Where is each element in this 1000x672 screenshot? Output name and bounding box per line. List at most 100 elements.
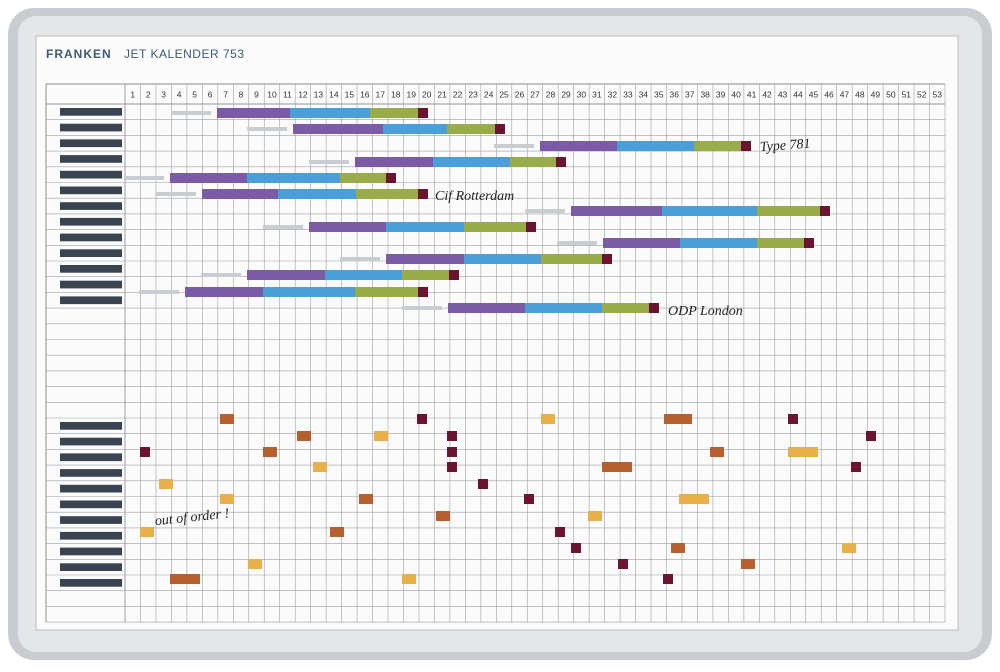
plan-bar-segment: [571, 206, 662, 216]
magnet: [664, 414, 692, 424]
week-number: 9: [254, 89, 259, 99]
magnet: [524, 494, 534, 504]
row-label-strip: [60, 139, 122, 148]
row-label-strip: [60, 108, 122, 116]
week-number: 17: [376, 89, 386, 99]
plan-bar-segment: [386, 254, 464, 264]
row-label-strip: [60, 422, 122, 430]
week-number: 28: [546, 89, 556, 99]
plan-bar-segment: [293, 124, 383, 134]
magnet: [588, 511, 602, 521]
week-number: 34: [639, 89, 649, 99]
magnet: [263, 447, 277, 457]
handwritten-note: ODP London: [668, 304, 743, 319]
plan-bar-segment: [202, 189, 278, 199]
row-label-strip: [60, 500, 122, 509]
plan-bar-segment: [602, 303, 649, 313]
row-label-strip: [60, 217, 122, 226]
week-number: 10: [267, 89, 277, 99]
week-number: 51: [902, 89, 912, 99]
plan-bar-segment: [290, 108, 370, 118]
plan-bar-end: [418, 108, 428, 118]
week-number: 43: [778, 89, 788, 99]
week-number: 41: [747, 89, 757, 99]
week-number: 16: [360, 89, 370, 99]
plan-bar-segment: [447, 124, 495, 134]
week-number: 49: [871, 89, 881, 99]
week-number: 45: [809, 89, 819, 99]
board-surface: [35, 35, 959, 631]
plan-bar-tag: [402, 306, 442, 310]
plan-bar-segment: [603, 238, 680, 248]
magnet: [374, 431, 388, 441]
week-number: 26: [515, 89, 525, 99]
row-label-strip: [60, 155, 122, 163]
plan-bar-segment: [617, 141, 694, 151]
magnet: [220, 494, 234, 504]
week-number: 2: [146, 89, 151, 99]
plan-bar-end: [556, 157, 566, 167]
week-number: 5: [192, 89, 197, 99]
plan-bar-segment: [247, 173, 340, 183]
magnet: [297, 431, 311, 441]
plan-bar-segment: [263, 287, 355, 297]
magnet: [359, 494, 373, 504]
plan-bar-segment: [525, 303, 602, 313]
week-number: 6: [208, 89, 213, 99]
week-number: 44: [793, 89, 803, 99]
week-number: 36: [670, 89, 680, 99]
plan-bar-end: [602, 254, 612, 264]
row-label-strip: [60, 170, 122, 179]
magnet: [170, 574, 200, 584]
title: JET KALENDER 753: [124, 47, 245, 61]
magnet: [330, 527, 344, 537]
week-number: 11: [283, 89, 292, 99]
magnet: [402, 574, 416, 584]
magnet: [447, 462, 457, 472]
week-number: 52: [917, 89, 927, 99]
magnet: [679, 494, 709, 504]
week-number: 19: [406, 89, 416, 99]
week-number: 30: [577, 89, 587, 99]
magnet: [313, 462, 327, 472]
magnet: [842, 543, 856, 553]
week-number: 12: [298, 89, 308, 99]
week-number: 18: [391, 89, 401, 99]
plan-bar-end: [741, 141, 751, 151]
row-label-strip: [60, 202, 122, 210]
row-label-strip: [60, 547, 122, 556]
row-label-strip: [60, 123, 122, 132]
week-number: 3: [161, 89, 166, 99]
plan-bar-segment: [309, 222, 386, 232]
plan-bar-tag: [494, 144, 534, 148]
magnet: [618, 559, 628, 569]
plan-bar-segment: [170, 173, 247, 183]
week-number: 46: [824, 89, 834, 99]
plan-bar-segment: [383, 124, 447, 134]
plan-bar-tag: [124, 176, 164, 180]
plan-bar-tag: [309, 160, 349, 164]
row-label-strip: [60, 484, 122, 493]
magnet: [541, 414, 555, 424]
week-number: 7: [223, 89, 228, 99]
row-label-strip: [60, 186, 122, 195]
week-number: 29: [561, 89, 571, 99]
plan-bar-segment: [540, 141, 617, 151]
magnet: [159, 479, 173, 489]
magnet: [710, 447, 724, 457]
magnet: [140, 527, 154, 537]
magnet: [788, 414, 798, 424]
row-label-strip: [60, 265, 122, 273]
week-number: 15: [345, 89, 355, 99]
week-number: 47: [840, 89, 850, 99]
plan-bar-segment: [356, 189, 418, 199]
row-label-strip: [60, 437, 122, 446]
magnet: [571, 543, 581, 553]
magnet: [478, 479, 488, 489]
plan-bar-end: [820, 206, 830, 216]
plan-bar-segment: [355, 157, 433, 167]
plan-marks: [124, 108, 876, 584]
magnet: [788, 447, 818, 457]
magnet: [417, 414, 427, 424]
